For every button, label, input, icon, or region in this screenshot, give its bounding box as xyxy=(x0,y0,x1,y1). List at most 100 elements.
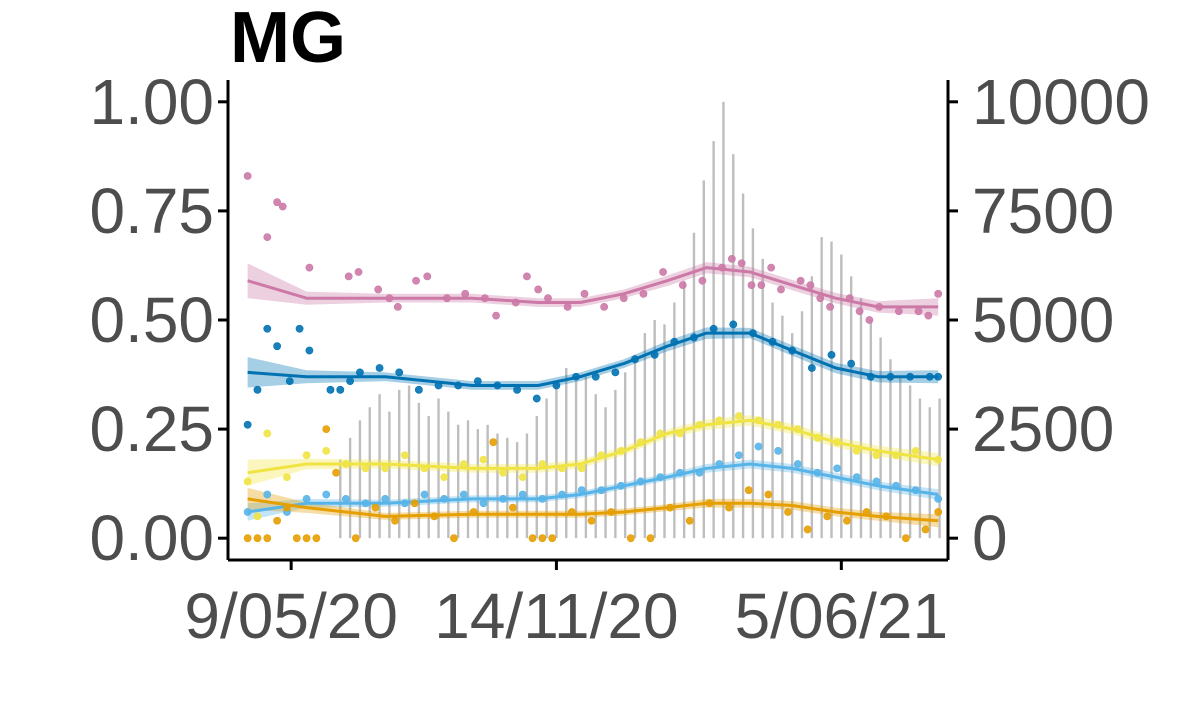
data-point xyxy=(354,268,363,276)
data-point xyxy=(538,460,547,468)
data-point xyxy=(580,289,589,298)
x-tick-label: 9/05/20 xyxy=(184,580,398,652)
data-point xyxy=(283,503,291,512)
data-point xyxy=(925,372,934,381)
data-point xyxy=(718,263,726,272)
data-point xyxy=(934,508,943,516)
data-point xyxy=(656,473,665,481)
data-point xyxy=(901,534,910,543)
data-point xyxy=(385,294,394,303)
data-point xyxy=(793,460,802,468)
data-point xyxy=(322,425,331,433)
data-point xyxy=(374,285,383,294)
data-point xyxy=(934,372,943,381)
y2-tick-label: 0 xyxy=(972,502,1008,574)
data-point xyxy=(479,499,488,508)
data-point xyxy=(511,298,520,307)
data-point xyxy=(591,372,600,381)
point-layer xyxy=(243,172,943,543)
data-point xyxy=(243,477,252,486)
data-point xyxy=(450,534,458,543)
y2-tick-label: 7500 xyxy=(972,175,1114,247)
data-point xyxy=(827,351,836,359)
data-point xyxy=(346,377,355,385)
data-point xyxy=(493,381,502,390)
data-point xyxy=(558,490,566,499)
data-point xyxy=(534,285,543,294)
data-point xyxy=(341,495,350,503)
data-point xyxy=(558,464,566,473)
data-point xyxy=(866,372,875,381)
axes-layer: 0.00 0.25 0.50 0.75 1.00 0 2500 5000 7500 10000 9/… xyxy=(89,66,1150,652)
data-point xyxy=(381,464,390,473)
data-point xyxy=(312,534,321,543)
data-point xyxy=(440,495,449,503)
data-point xyxy=(302,451,311,460)
data-point xyxy=(757,281,766,289)
smooth-line xyxy=(247,418,939,475)
data-point xyxy=(361,499,370,508)
data-point xyxy=(283,473,291,481)
data-point xyxy=(611,368,620,377)
smooth-line xyxy=(247,497,939,523)
data-point xyxy=(803,525,812,534)
data-point xyxy=(459,460,468,468)
data-point xyxy=(492,311,500,320)
data-point xyxy=(567,508,576,516)
data-point xyxy=(806,281,815,289)
data-point xyxy=(285,377,294,385)
y-tick-label: 1.00 xyxy=(89,66,214,138)
data-point xyxy=(532,394,541,403)
data-point xyxy=(852,447,861,455)
data-point xyxy=(263,324,272,333)
data-point xyxy=(479,455,488,464)
chart-title: MG xyxy=(230,0,346,78)
data-point xyxy=(631,355,639,364)
data-point xyxy=(737,259,746,268)
data-point xyxy=(305,263,314,272)
data-point xyxy=(243,420,252,429)
data-point xyxy=(774,447,783,455)
data-point xyxy=(796,276,805,285)
data-point xyxy=(744,486,753,495)
data-point xyxy=(375,364,384,372)
y-tick-label: 0.75 xyxy=(89,175,214,247)
data-point xyxy=(356,368,364,377)
smooth-line xyxy=(247,266,939,309)
data-point xyxy=(412,276,420,285)
data-point xyxy=(273,198,282,207)
data-point xyxy=(894,307,903,316)
data-point xyxy=(715,416,724,425)
data-point xyxy=(636,438,645,447)
data-point xyxy=(295,324,304,333)
data-point xyxy=(473,377,482,385)
data-point xyxy=(845,294,854,303)
y2-tick-label: 10000 xyxy=(972,66,1150,138)
data-point xyxy=(302,534,311,543)
smooth-line-layer xyxy=(247,266,939,523)
data-point xyxy=(617,447,625,455)
data-point xyxy=(833,438,842,447)
data-point xyxy=(600,303,609,311)
data-point xyxy=(263,490,272,499)
data-point xyxy=(847,359,856,368)
data-point xyxy=(690,333,698,342)
data-point xyxy=(410,499,419,508)
data-point xyxy=(459,490,468,499)
data-point xyxy=(499,468,507,477)
data-point xyxy=(454,381,463,390)
data-point xyxy=(572,372,580,381)
x-tick-label: 14/11/20 xyxy=(434,580,678,652)
data-point xyxy=(400,451,409,460)
data-point xyxy=(882,512,891,521)
data-point xyxy=(914,307,923,316)
data-point xyxy=(263,534,272,543)
data-point xyxy=(434,381,443,390)
data-point xyxy=(381,495,390,503)
data-point xyxy=(729,320,738,329)
data-point xyxy=(852,473,861,481)
data-point xyxy=(833,464,842,473)
data-point xyxy=(395,368,404,377)
